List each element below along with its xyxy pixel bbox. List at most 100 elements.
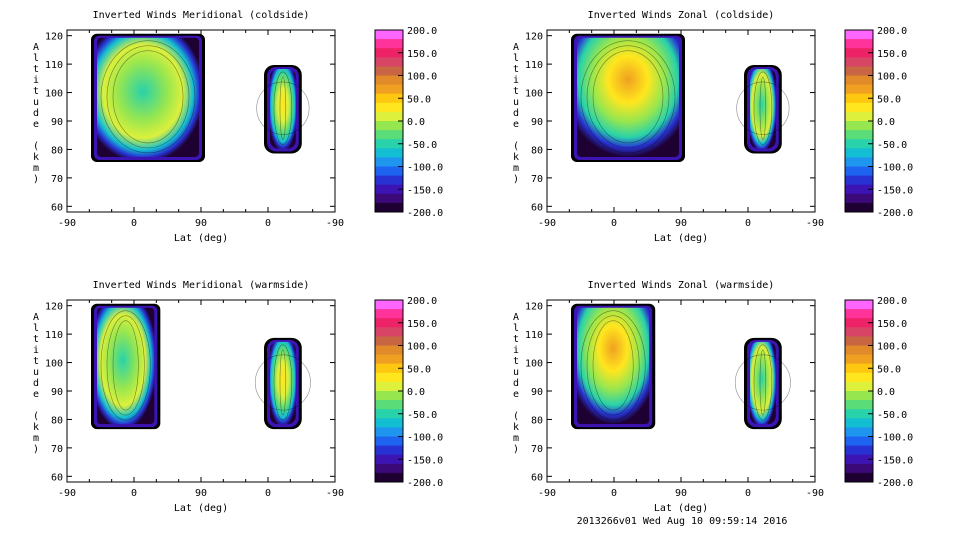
colorbar-segment <box>375 300 403 310</box>
x-tick-label: -90 <box>538 488 556 499</box>
contour-line <box>273 344 293 421</box>
y-tick-label: 110 <box>45 60 63 71</box>
x-tick-label: -90 <box>806 488 824 499</box>
colorbar-segment <box>845 354 873 365</box>
colorbar-segment <box>845 363 873 374</box>
contour-line <box>279 76 287 140</box>
colorbar-tick-label: 0.0 <box>877 387 895 398</box>
x-axis-label: Lat (deg) <box>654 503 708 514</box>
contour-line <box>734 354 791 411</box>
colorbar-segment <box>845 318 873 328</box>
colorbar-segment <box>375 327 403 337</box>
colorbar-tick-label: -100.0 <box>877 433 913 444</box>
contour-line <box>112 50 184 144</box>
y-tick-label: 60 <box>531 472 543 483</box>
colorbar-segment <box>375 454 403 465</box>
colorbar-segment <box>375 184 403 195</box>
chart-title: Inverted Winds Zonal (coldside) <box>588 10 775 21</box>
x-tick-label: -90 <box>326 218 344 229</box>
chart-panel-3: Inverted Winds Zonal (warmside) -90 0 90 0 -9… <box>513 280 913 514</box>
colorbar-segment <box>845 391 873 401</box>
colorbar-tick-label: 50.0 <box>877 94 901 105</box>
colorbar-segment <box>375 66 403 76</box>
y-tick-label: 80 <box>531 145 543 156</box>
colorbar-segment <box>375 121 403 131</box>
y-tick-label: 120 <box>525 32 543 43</box>
colorbar-segment <box>375 93 403 104</box>
contour-line <box>112 320 139 411</box>
colorbar-tick-label: 100.0 <box>877 72 907 83</box>
chart-panel-2: Inverted Winds Meridional (warmside) -90 0… <box>33 280 443 514</box>
contour-line <box>100 310 151 421</box>
contour-line <box>736 81 790 135</box>
contour-line <box>586 315 640 416</box>
data-region-1 <box>750 341 776 425</box>
colorbar-tick-label: 100.0 <box>407 72 437 83</box>
data-region-1 <box>270 68 296 149</box>
y-tick-label: 110 <box>525 330 543 341</box>
chart-panel-0: Inverted Winds Meridional (coldside) -90 0… <box>33 10 443 244</box>
colorbar-segment <box>375 318 403 328</box>
colorbar-tick-label: 100.0 <box>407 342 437 353</box>
colorbar-segment <box>845 121 873 131</box>
chart-title: Inverted Winds Meridional (coldside) <box>93 10 310 21</box>
colorbar-segment <box>845 84 873 95</box>
colorbar-segment <box>845 193 873 204</box>
y-tick-label: 60 <box>51 202 63 213</box>
colorbar-segment <box>845 48 873 58</box>
colorbar-tick-label: 200.0 <box>877 26 907 37</box>
y-tick-label: 80 <box>531 415 543 426</box>
y-tick-label: 90 <box>531 117 543 128</box>
colorbar-segment <box>845 309 873 319</box>
contour-line <box>592 320 634 411</box>
colorbar-tick-label: -100.0 <box>407 433 443 444</box>
colorbar-segment <box>375 157 403 167</box>
x-tick-label: 0 <box>131 488 137 499</box>
x-tick-label: 90 <box>195 488 207 499</box>
colorbar-tick-label: 100.0 <box>877 342 907 353</box>
y-tick-label: 70 <box>51 174 63 185</box>
colorbar-tick-label: -50.0 <box>407 140 437 151</box>
y-tick-label: 120 <box>45 32 63 43</box>
colorbar-segment <box>845 300 873 310</box>
colorbar-segment <box>375 381 403 392</box>
colorbar-segment <box>375 400 403 410</box>
colorbar-segment <box>375 372 403 383</box>
colorbar-tick-label: -50.0 <box>407 410 437 421</box>
y-tick-label: 90 <box>51 387 63 398</box>
colorbar-segment <box>845 111 873 122</box>
x-axis-label: Lat (deg) <box>654 233 708 244</box>
colorbar-segment <box>845 130 873 140</box>
data-region-1 <box>750 68 776 149</box>
colorbar-segment <box>375 48 403 58</box>
y-tick-label: 100 <box>45 359 63 370</box>
data-region-0 <box>97 307 155 425</box>
colorbar-segment <box>375 57 403 67</box>
colorbar-segment <box>375 445 403 456</box>
colorbar-tick-label: 0.0 <box>877 117 895 128</box>
colorbar-tick-label: -150.0 <box>407 185 443 196</box>
y-tick-label: 120 <box>45 302 63 313</box>
x-tick-label: 90 <box>675 218 687 229</box>
data-region-0 <box>577 307 650 425</box>
colorbar-segment <box>845 409 873 419</box>
colorbar-segment <box>375 202 403 213</box>
colorbar-segment <box>375 309 403 319</box>
colorbar-segment <box>845 57 873 67</box>
colorbar-segment <box>375 75 403 86</box>
x-tick-label: -90 <box>538 218 556 229</box>
x-tick-label: 0 <box>611 488 617 499</box>
colorbar-tick-label: 50.0 <box>407 364 431 375</box>
colorbar-tick-label: 150.0 <box>407 49 437 60</box>
colorbar-tick-label: -150.0 <box>407 455 443 466</box>
colorbar-segment <box>375 111 403 122</box>
colorbar-segment <box>845 148 873 158</box>
colorbar-segment <box>845 30 873 40</box>
colorbar-segment <box>375 391 403 401</box>
contour-line <box>106 315 145 416</box>
x-tick-label: 0 <box>611 218 617 229</box>
x-tick-label: 0 <box>265 488 271 499</box>
